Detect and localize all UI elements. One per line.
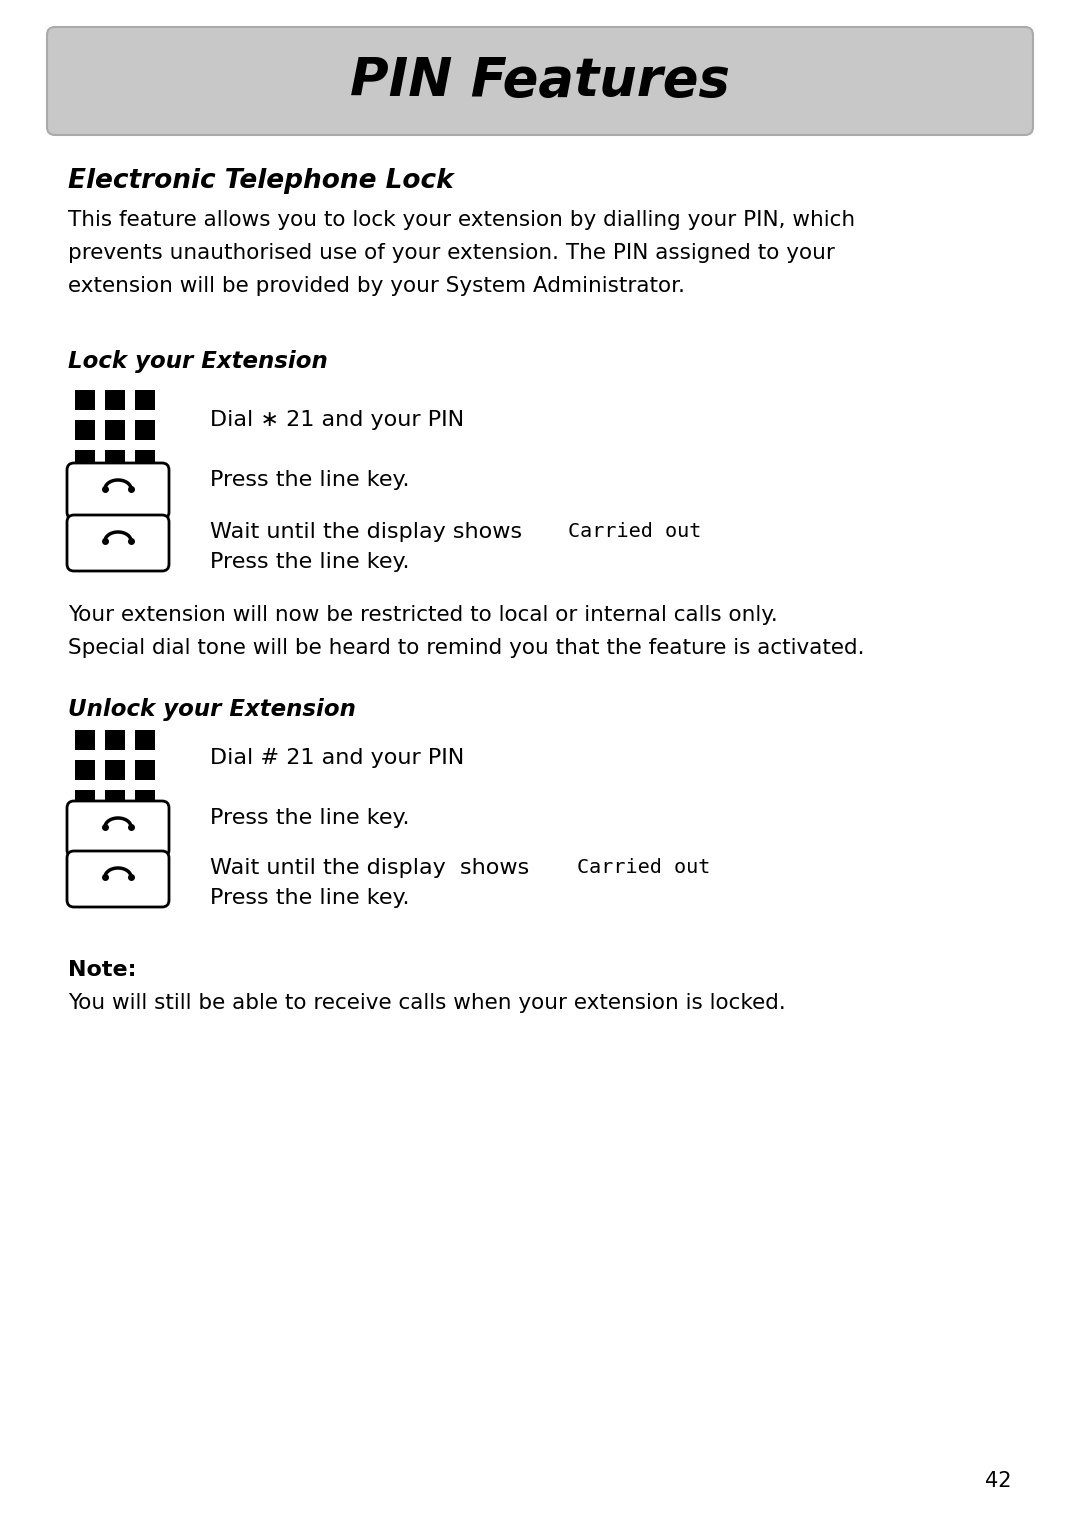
Bar xyxy=(105,729,125,751)
FancyBboxPatch shape xyxy=(48,28,1032,135)
Bar xyxy=(105,390,125,410)
Text: PIN Features: PIN Features xyxy=(350,55,730,107)
Text: Press the line key.: Press the line key. xyxy=(210,552,409,572)
Bar xyxy=(104,480,121,508)
Bar xyxy=(75,420,95,440)
Text: extension will be provided by your System Administrator.: extension will be provided by your Syste… xyxy=(68,277,685,297)
Text: Wait until the display  shows: Wait until the display shows xyxy=(210,858,537,878)
Text: You will still be able to receive calls when your extension is locked.: You will still be able to receive calls … xyxy=(68,992,786,1014)
Text: Dial # 21 and your PIN: Dial # 21 and your PIN xyxy=(210,748,464,768)
Text: 42: 42 xyxy=(986,1471,1012,1491)
Bar xyxy=(135,790,156,810)
Bar xyxy=(104,820,121,849)
Text: Unlock your Extension: Unlock your Extension xyxy=(68,699,356,722)
Bar xyxy=(135,450,156,469)
FancyBboxPatch shape xyxy=(67,463,168,518)
Text: Press the line key.: Press the line key. xyxy=(210,469,409,489)
Bar xyxy=(75,729,95,751)
Bar xyxy=(75,760,95,780)
Bar xyxy=(135,390,156,410)
Text: Electronic Telephone Lock: Electronic Telephone Lock xyxy=(68,168,454,194)
Text: Special dial tone will be heard to remind you that the feature is activated.: Special dial tone will be heard to remin… xyxy=(68,638,864,657)
Bar xyxy=(105,760,125,780)
Bar xyxy=(105,450,125,469)
Text: Press the line key.: Press the line key. xyxy=(210,888,409,908)
Text: Wait until the display shows: Wait until the display shows xyxy=(210,521,529,541)
FancyBboxPatch shape xyxy=(67,801,168,856)
Text: Note:: Note: xyxy=(68,960,136,980)
FancyBboxPatch shape xyxy=(67,515,168,570)
Text: Carried out: Carried out xyxy=(577,858,711,878)
Bar xyxy=(135,760,156,780)
Text: Carried out: Carried out xyxy=(568,521,701,541)
Text: Dial ∗ 21 and your PIN: Dial ∗ 21 and your PIN xyxy=(210,410,464,430)
Bar xyxy=(75,390,95,410)
FancyBboxPatch shape xyxy=(67,852,168,907)
Text: Press the line key.: Press the line key. xyxy=(210,807,409,829)
Text: Lock your Extension: Lock your Extension xyxy=(68,350,327,373)
Bar xyxy=(135,420,156,440)
Bar xyxy=(75,790,95,810)
Bar xyxy=(135,729,156,751)
Bar xyxy=(105,790,125,810)
Bar xyxy=(105,420,125,440)
Text: prevents unauthorised use of your extension. The PIN assigned to your: prevents unauthorised use of your extens… xyxy=(68,243,835,263)
Bar xyxy=(75,450,95,469)
Text: This feature allows you to lock your extension by dialling your PIN, which: This feature allows you to lock your ext… xyxy=(68,209,855,229)
Text: Your extension will now be restricted to local or internal calls only.: Your extension will now be restricted to… xyxy=(68,605,778,625)
